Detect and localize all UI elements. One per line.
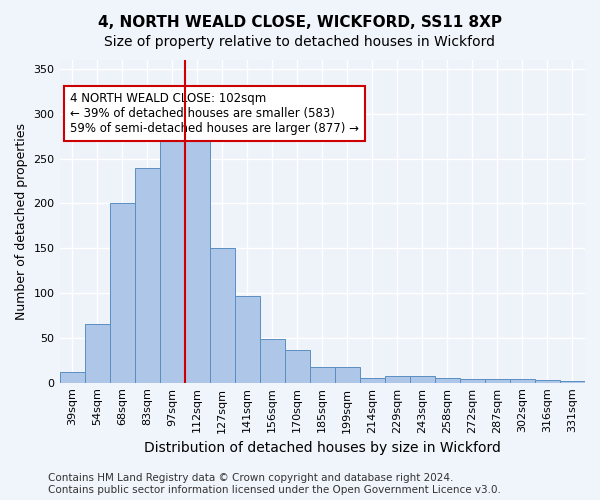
Bar bbox=[410, 376, 435, 382]
Text: Contains HM Land Registry data © Crown copyright and database right 2024.
Contai: Contains HM Land Registry data © Crown c… bbox=[48, 474, 501, 495]
Bar bbox=[285, 350, 310, 382]
Bar bbox=[535, 380, 560, 382]
Bar bbox=[560, 381, 585, 382]
Bar bbox=[59, 372, 85, 382]
X-axis label: Distribution of detached houses by size in Wickford: Distribution of detached houses by size … bbox=[144, 441, 501, 455]
Bar bbox=[134, 168, 160, 382]
Bar bbox=[110, 204, 134, 382]
Bar bbox=[485, 379, 510, 382]
Y-axis label: Number of detached properties: Number of detached properties bbox=[15, 123, 28, 320]
Bar bbox=[510, 379, 535, 382]
Bar bbox=[385, 376, 410, 382]
Text: 4 NORTH WEALD CLOSE: 102sqm
← 39% of detached houses are smaller (583)
59% of se: 4 NORTH WEALD CLOSE: 102sqm ← 39% of det… bbox=[70, 92, 359, 136]
Bar bbox=[209, 248, 235, 382]
Bar bbox=[310, 366, 335, 382]
Bar bbox=[160, 134, 185, 382]
Text: Size of property relative to detached houses in Wickford: Size of property relative to detached ho… bbox=[104, 35, 496, 49]
Bar bbox=[360, 378, 385, 382]
Bar bbox=[185, 122, 209, 382]
Bar bbox=[85, 324, 110, 382]
Bar bbox=[260, 339, 285, 382]
Bar bbox=[460, 379, 485, 382]
Bar bbox=[335, 366, 360, 382]
Text: 4, NORTH WEALD CLOSE, WICKFORD, SS11 8XP: 4, NORTH WEALD CLOSE, WICKFORD, SS11 8XP bbox=[98, 15, 502, 30]
Bar bbox=[435, 378, 460, 382]
Bar bbox=[235, 296, 260, 382]
